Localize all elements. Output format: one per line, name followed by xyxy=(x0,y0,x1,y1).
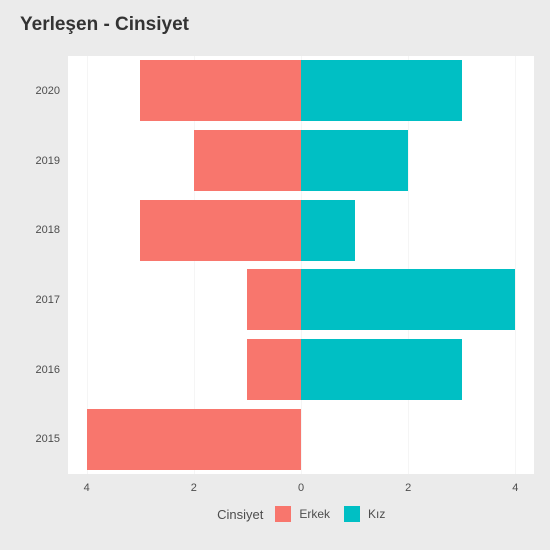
x-tick: 2 xyxy=(191,482,197,494)
bar-erkek xyxy=(87,409,301,470)
legend-title: Cinsiyet xyxy=(217,507,263,522)
y-tick: 2017 xyxy=(36,294,60,306)
bar-kiz xyxy=(301,200,355,261)
bar-kiz xyxy=(301,339,462,400)
chart-legend: Cinsiyet Erkek Kız xyxy=(217,506,391,522)
bar-erkek xyxy=(194,130,301,191)
legend-label-kiz: Kız xyxy=(368,507,385,521)
legend-swatch-kiz xyxy=(344,506,360,522)
y-tick: 2016 xyxy=(36,364,60,376)
chart-plot-area xyxy=(68,56,534,474)
y-tick: 2019 xyxy=(36,155,60,167)
x-tick: 4 xyxy=(512,482,518,494)
legend-label-erkek: Erkek xyxy=(299,507,330,521)
bar-erkek xyxy=(140,60,301,121)
bar-erkek xyxy=(247,269,301,330)
chart-title: Yerleşen - Cinsiyet xyxy=(20,14,189,36)
bar-kiz xyxy=(301,60,462,121)
bar-erkek xyxy=(247,339,301,400)
legend-swatch-erkek xyxy=(275,506,291,522)
bar-erkek xyxy=(140,200,301,261)
bar-kiz xyxy=(301,130,408,191)
y-tick: 2015 xyxy=(36,433,60,445)
x-tick: 2 xyxy=(405,482,411,494)
bar-kiz xyxy=(301,269,515,330)
x-tick: 0 xyxy=(298,482,304,494)
x-tick: 4 xyxy=(84,482,90,494)
y-tick: 2020 xyxy=(36,85,60,97)
y-tick: 2018 xyxy=(36,224,60,236)
